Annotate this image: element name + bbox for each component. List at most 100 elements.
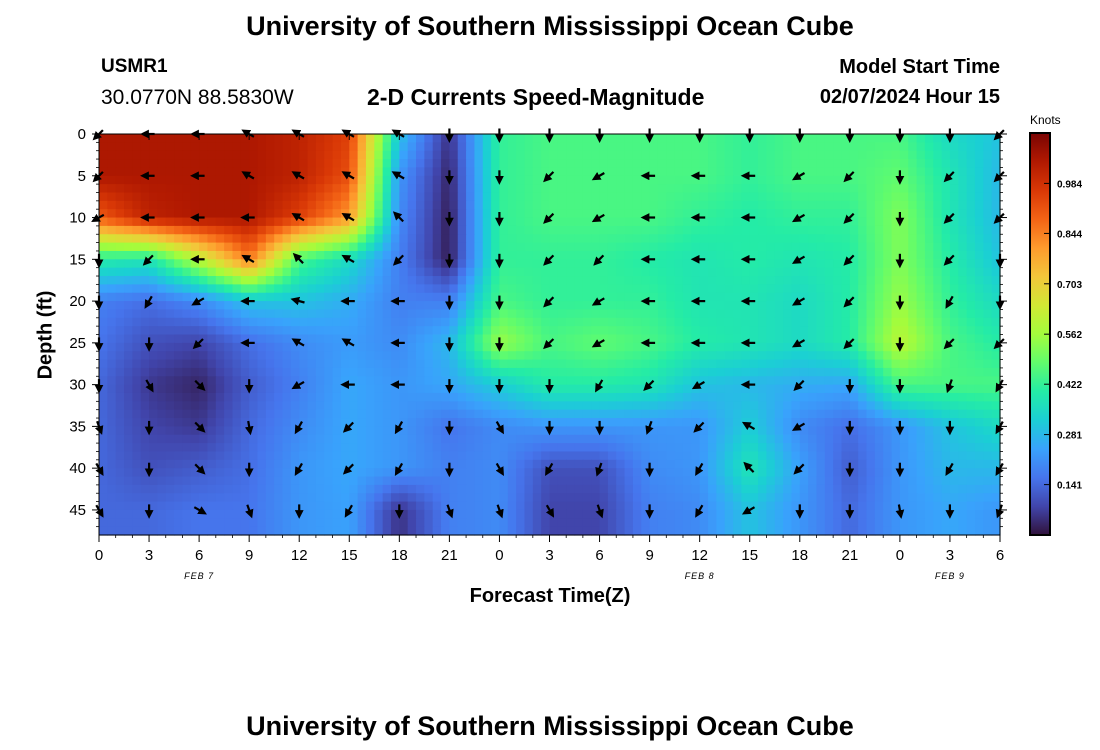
heatmap-cell — [165, 501, 175, 511]
heatmap-cell — [282, 468, 292, 478]
heatmap-cell — [849, 401, 859, 411]
heatmap-cell — [207, 159, 217, 169]
heatmap-cell — [365, 468, 375, 478]
heatmap-cell — [257, 284, 267, 294]
heatmap-cell — [507, 501, 517, 511]
heatmap-cell — [599, 367, 609, 377]
heatmap-cell — [99, 150, 108, 160]
heatmap-cell — [466, 459, 476, 469]
heatmap-cell — [140, 200, 150, 210]
heatmap-cell — [666, 309, 676, 319]
heatmap-cell — [933, 192, 943, 202]
heatmap-cell — [816, 200, 826, 210]
heatmap-cell — [199, 242, 209, 252]
heatmap-cell — [749, 200, 759, 210]
heatmap-cell — [315, 234, 325, 244]
heatmap-cell — [449, 476, 459, 486]
heatmap-cell — [99, 167, 108, 177]
heatmap-cell — [699, 342, 709, 352]
heatmap-cell — [215, 476, 225, 486]
heatmap-cell — [174, 376, 184, 386]
heatmap-cell — [641, 267, 651, 277]
heatmap-cell — [182, 167, 192, 177]
heatmap-cell — [766, 167, 776, 177]
heatmap-cell — [766, 468, 776, 478]
heatmap-cell — [816, 443, 826, 453]
heatmap-cell — [491, 434, 501, 444]
heatmap-cell — [174, 250, 184, 260]
heatmap-cell — [124, 418, 133, 427]
heatmap-cell — [624, 259, 634, 269]
heatmap-cell — [99, 376, 108, 386]
heatmap-cell — [799, 384, 809, 394]
heatmap-cell — [516, 342, 526, 352]
heatmap-cell — [858, 217, 868, 227]
heatmap-cell — [274, 351, 284, 361]
heatmap-cell — [240, 217, 250, 227]
heatmap-cell — [249, 150, 259, 160]
heatmap-cell — [432, 209, 442, 219]
heatmap-cell — [132, 134, 142, 143]
heatmap-cell — [824, 209, 834, 219]
heatmap-cell — [324, 209, 334, 219]
heatmap-cell — [783, 175, 793, 185]
heatmap-cell — [390, 184, 400, 194]
heatmap-cell — [991, 225, 1001, 235]
heatmap-cell — [632, 159, 642, 169]
heatmap-cell — [566, 267, 576, 277]
heatmap-cell — [941, 376, 951, 386]
heatmap-cell — [933, 468, 943, 478]
heatmap-cell — [774, 225, 784, 235]
heatmap-cell — [766, 459, 776, 469]
heatmap-cell — [424, 509, 434, 519]
heatmap-cell — [349, 284, 359, 294]
heatmap-cell — [641, 225, 651, 235]
heatmap-cell — [107, 351, 117, 361]
heatmap-cell — [374, 401, 384, 411]
heatmap-cell — [899, 134, 909, 143]
heatmap-cell — [374, 376, 384, 386]
heatmap-cell — [624, 192, 634, 202]
heatmap-cell — [265, 468, 275, 478]
heatmap-cell — [824, 309, 834, 319]
heatmap-cell — [741, 468, 751, 478]
heatmap-cell — [416, 217, 425, 227]
heatmap-cell — [382, 434, 392, 444]
heatmap-cell — [99, 192, 108, 202]
heatmap-cell — [649, 259, 659, 269]
heatmap-cell — [240, 493, 250, 503]
heatmap-cell — [808, 326, 818, 336]
heatmap-cell — [257, 342, 267, 352]
heatmap-cell — [858, 409, 868, 419]
heatmap-cell — [265, 192, 275, 202]
heatmap-cell — [457, 434, 467, 444]
heatmap-cell — [749, 342, 759, 352]
heatmap-cell — [416, 284, 425, 294]
heatmap-cell — [908, 175, 918, 185]
heatmap-cell — [541, 150, 551, 160]
heatmap-cell — [616, 284, 626, 294]
heatmap-cell — [799, 192, 809, 202]
heatmap-cell — [115, 142, 125, 152]
heatmap-cell — [632, 301, 642, 311]
heatmap-cell — [632, 326, 642, 336]
heatmap-cell — [516, 493, 526, 503]
heatmap-cell — [991, 276, 1001, 285]
heatmap-cell — [249, 443, 259, 453]
heatmap-cell — [733, 142, 742, 152]
heatmap-cell — [841, 167, 851, 177]
heatmap-cell — [407, 200, 417, 210]
heatmap-cell — [582, 434, 592, 444]
heatmap-cell — [224, 484, 234, 494]
heatmap-cell — [774, 142, 784, 152]
heatmap-cell — [265, 443, 275, 453]
heatmap-cell — [991, 459, 1001, 469]
heatmap-cell — [307, 468, 317, 478]
heatmap-cell — [349, 184, 359, 194]
heatmap-cell — [799, 217, 809, 227]
heatmap-cell — [257, 150, 267, 160]
heatmap-cell — [249, 142, 259, 152]
heatmap-cell — [140, 443, 150, 453]
heatmap-cell — [324, 184, 334, 194]
heatmap-cell — [758, 225, 767, 235]
